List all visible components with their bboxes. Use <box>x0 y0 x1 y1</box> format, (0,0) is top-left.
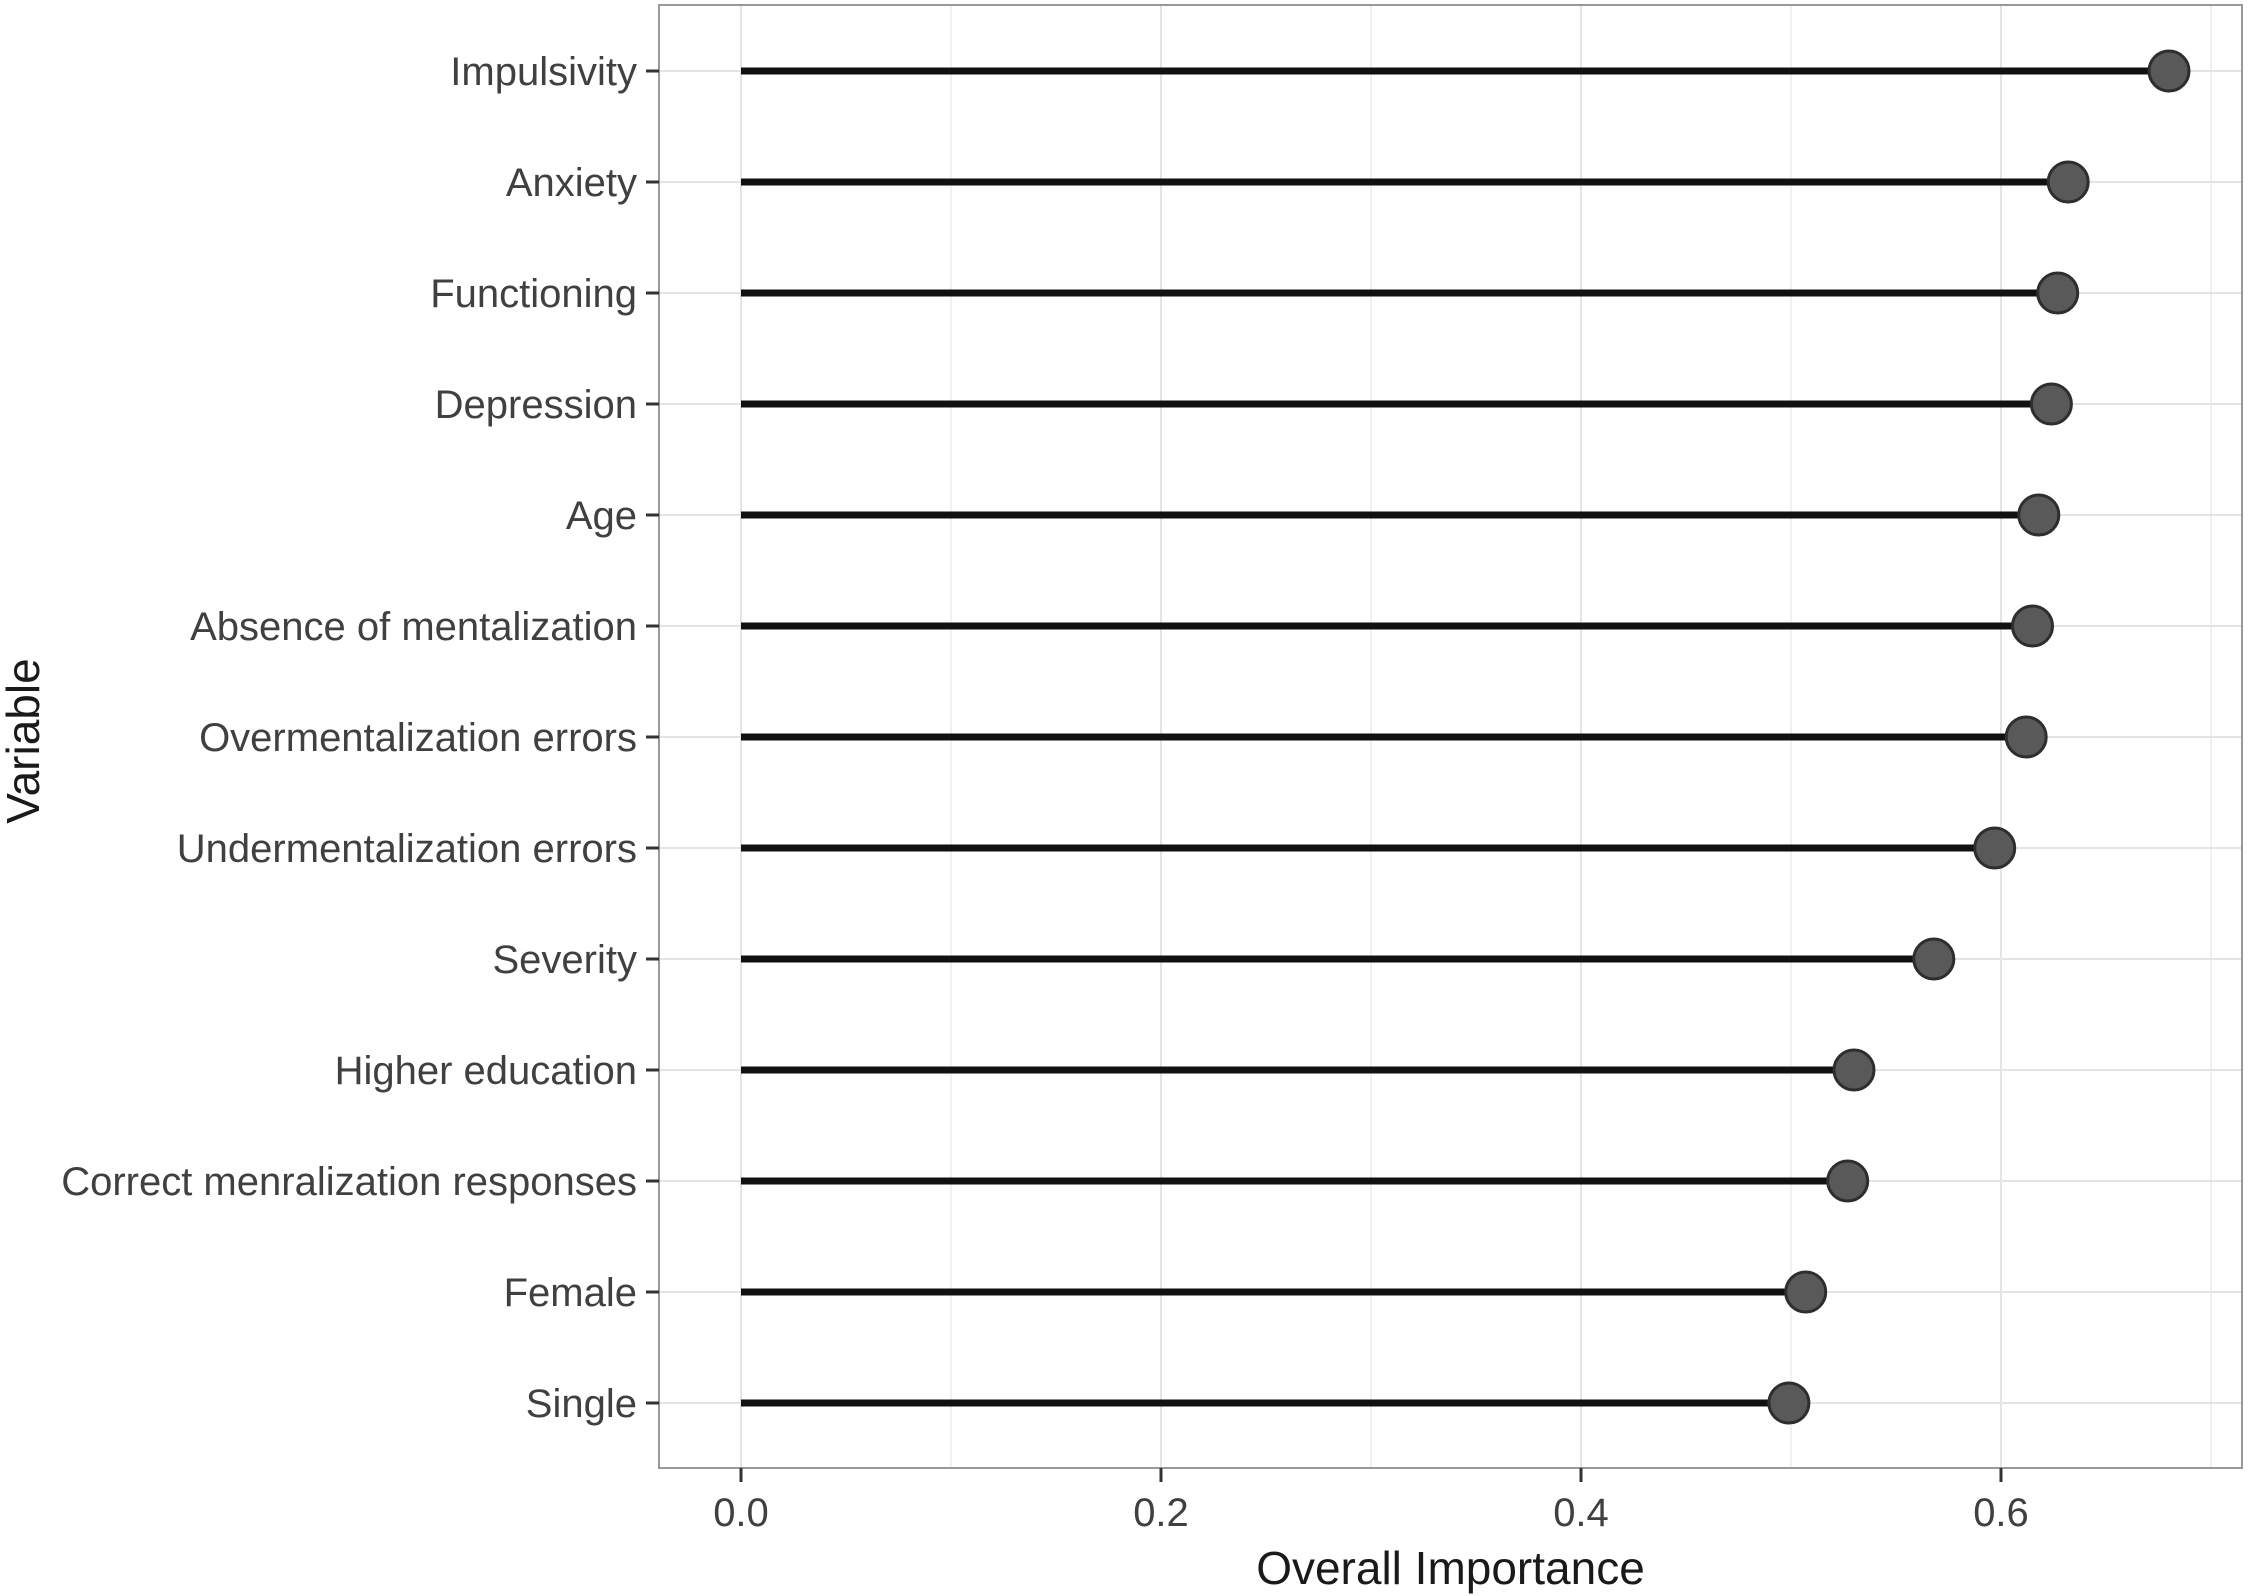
lollipop-dot <box>2017 493 2061 537</box>
x-axis-title: Overall Importance <box>1256 1542 1645 1594</box>
x-axis-tick-label: 0.2 <box>1133 1491 1189 1535</box>
lollipop-dot <box>2036 271 2080 315</box>
y-axis-tick-label: Absence of mentalization <box>190 605 637 649</box>
x-axis-tick-label: 0.4 <box>1553 1491 1609 1535</box>
y-axis-tick-label: Single <box>526 1382 637 1426</box>
lollipop-dot <box>2029 382 2073 426</box>
y-axis-tick-label: Depression <box>435 383 637 427</box>
y-axis-tick-label: Anxiety <box>506 161 637 205</box>
lollipop-dot <box>2011 604 2054 648</box>
lollipop-dot <box>1826 1159 1870 1203</box>
y-axis-tick-label: Higher education <box>335 1049 637 1093</box>
lollipop-dot <box>1767 1381 1811 1425</box>
y-axis-tick-label: Age <box>566 494 637 538</box>
y-axis-tick-label: Functioning <box>430 272 637 316</box>
y-axis-tick-label: Impulsivity <box>450 50 637 94</box>
lollipop-dot <box>1912 937 1956 981</box>
lollipop-dot <box>2004 715 2048 759</box>
x-axis-tick-label: 0.0 <box>713 1491 769 1535</box>
y-axis-tick-label: Female <box>504 1271 637 1315</box>
y-axis-tick-label: Undermentalization errors <box>177 827 637 871</box>
lollipop-dot <box>2147 49 2191 93</box>
lollipop-dot <box>2046 160 2090 204</box>
lollipop-dot <box>1832 1048 1876 1092</box>
y-axis-tick-label: Overmentalization errors <box>199 716 637 760</box>
y-axis-title: Variable <box>0 658 49 824</box>
lollipop-dot <box>1784 1270 1828 1314</box>
y-axis-tick-label: Severity <box>493 938 638 982</box>
x-axis-tick-label: 0.6 <box>1973 1491 2029 1535</box>
y-axis-tick-label: Correct menralization responses <box>61 1160 637 1204</box>
lollipop-dot <box>1973 826 2017 870</box>
